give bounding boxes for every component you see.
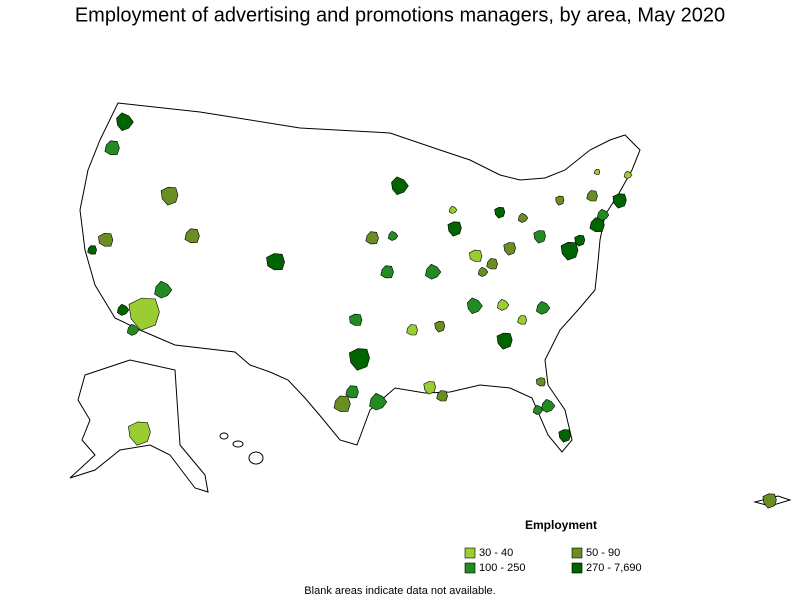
area	[558, 429, 571, 443]
area	[266, 253, 285, 271]
area	[477, 266, 489, 277]
legend-label: 100 - 250	[479, 562, 525, 574]
area	[593, 168, 601, 175]
area	[466, 297, 483, 315]
area	[496, 332, 513, 350]
area	[517, 212, 529, 223]
area	[128, 421, 151, 446]
area	[448, 205, 458, 214]
area	[406, 324, 418, 336]
area	[349, 313, 363, 326]
area	[128, 297, 160, 331]
footnote: Blank areas indicate data not available.	[304, 585, 495, 597]
area	[387, 230, 399, 241]
area	[126, 323, 140, 336]
map-title: Employment of advertising and promotions…	[75, 4, 725, 26]
area	[532, 404, 544, 415]
area	[503, 242, 516, 256]
legend-swatch	[464, 547, 476, 559]
area	[154, 280, 173, 299]
areas	[87, 112, 777, 509]
hawaii	[219, 432, 229, 440]
area	[380, 265, 394, 279]
area	[517, 315, 527, 325]
area	[541, 398, 556, 413]
area	[425, 263, 442, 280]
hawaii	[248, 451, 264, 465]
us-mainland	[79, 102, 641, 453]
area	[391, 176, 409, 196]
area	[348, 348, 370, 371]
area	[345, 385, 359, 399]
legend-label: 50 - 90	[586, 547, 620, 559]
area	[436, 390, 448, 402]
legend-title: Employment	[525, 518, 597, 532]
area	[333, 395, 351, 412]
legend-swatch	[571, 547, 583, 559]
area	[536, 300, 551, 315]
area	[98, 232, 114, 247]
area	[87, 245, 97, 255]
legend-swatch	[571, 562, 583, 574]
legend: 30 - 40 50 - 90 100 - 250 270 - 7,690	[464, 547, 642, 574]
area	[469, 249, 483, 262]
area	[555, 195, 565, 206]
legend-label: 270 - 7,690	[586, 562, 642, 574]
area	[533, 230, 546, 244]
area	[365, 231, 379, 245]
area	[160, 186, 179, 206]
area	[560, 241, 579, 261]
area	[586, 190, 598, 202]
area	[762, 493, 777, 509]
area	[184, 228, 200, 244]
area	[447, 221, 462, 237]
area	[104, 140, 120, 156]
area	[423, 381, 436, 395]
area	[369, 392, 388, 411]
area	[574, 234, 586, 247]
area	[612, 193, 627, 209]
legend-swatch	[464, 562, 476, 574]
area	[494, 206, 506, 219]
area	[434, 320, 446, 333]
area	[496, 298, 510, 311]
area	[486, 258, 498, 270]
area	[116, 303, 130, 316]
area	[116, 112, 134, 132]
area	[623, 170, 633, 179]
area	[535, 377, 546, 387]
area	[596, 208, 610, 221]
legend-label: 30 - 40	[479, 547, 513, 559]
hawaii	[232, 440, 244, 448]
